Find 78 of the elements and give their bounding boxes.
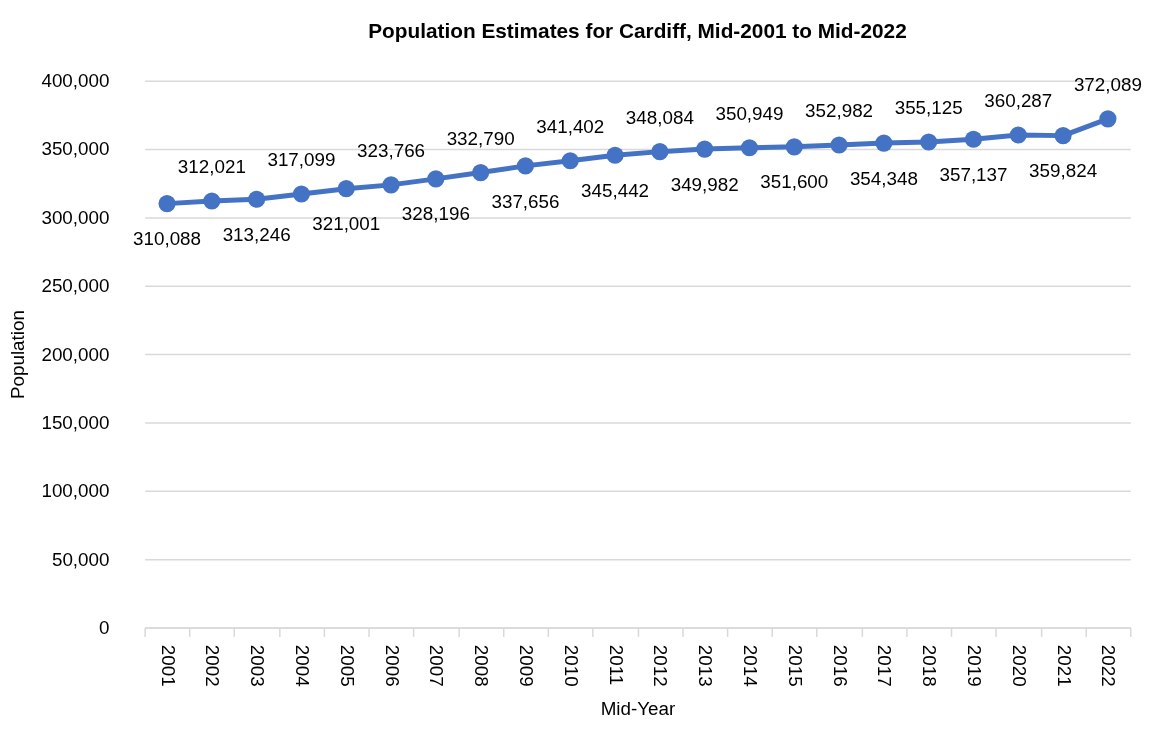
x-tick-label: 2004 (291, 644, 313, 687)
y-tick-label: 50,000 (51, 548, 110, 570)
point (382, 176, 400, 194)
x-tick-label: 2003 (247, 644, 269, 687)
x-tick-label: 2019 (964, 644, 986, 687)
y-tick-label: 150,000 (41, 411, 110, 433)
point (875, 134, 893, 152)
point (1009, 126, 1027, 144)
y-axis-title: Population (6, 310, 28, 400)
data-label: 313,246 (222, 223, 291, 245)
x-tick-label: 2022 (1098, 644, 1120, 687)
x-tick-label: 2013 (695, 644, 717, 687)
y-tick-label: 200,000 (41, 343, 110, 365)
y-tick-label: 100,000 (41, 480, 110, 502)
x-axis-title: Mid-Year (600, 698, 676, 720)
x-tick-label: 2009 (516, 644, 538, 687)
data-label: 348,084 (625, 106, 694, 128)
x-tick-label: 2021 (1053, 644, 1075, 687)
x-tick-label: 2020 (1008, 644, 1030, 687)
x-tick-label: 2017 (874, 644, 896, 687)
x-tick-label: 2005 (336, 644, 358, 687)
point (337, 180, 355, 198)
point (203, 192, 221, 210)
point (472, 164, 490, 182)
y-tick-label: 300,000 (41, 206, 110, 228)
point (606, 146, 624, 164)
point (1099, 110, 1117, 128)
data-label: 345,442 (581, 179, 650, 201)
x-tick-label: 2006 (381, 644, 403, 687)
data-label: 317,099 (267, 149, 336, 171)
x-tick-label: 2002 (202, 644, 224, 687)
data-label: 310,088 (133, 228, 202, 250)
data-label: 328,196 (401, 203, 470, 225)
x-tick-label: 2012 (650, 644, 672, 687)
data-label: 352,982 (805, 100, 874, 122)
point (830, 136, 848, 154)
data-label: 350,949 (715, 103, 784, 124)
x-tick-label: 2016 (829, 644, 851, 687)
data-label: 355,125 (894, 97, 963, 119)
data-label: 312,021 (177, 156, 246, 178)
y-tick-label: 250,000 (41, 275, 110, 297)
x-tick-label: 2015 (784, 644, 806, 687)
data-label: 351,600 (760, 171, 829, 193)
point (248, 190, 266, 208)
y-tick-label: 400,000 (41, 70, 110, 92)
x-tick-label: 2011 (605, 644, 627, 686)
data-label: 354,348 (849, 167, 918, 189)
x-tick-label: 2001 (157, 644, 179, 687)
x-tick-label: 2014 (740, 644, 762, 687)
data-label: 349,982 (670, 173, 739, 195)
y-tick-label: 0 (99, 616, 110, 638)
x-tick-label: 2008 (471, 644, 493, 687)
point (1054, 127, 1072, 145)
point (964, 130, 983, 148)
point (561, 152, 579, 170)
data-label: 359,824 (1029, 160, 1098, 182)
point (920, 133, 938, 151)
point (427, 170, 445, 188)
point (696, 140, 714, 158)
x-tick-label: 2007 (426, 644, 448, 687)
data-label: 332,790 (446, 127, 515, 149)
point (740, 139, 759, 157)
x-tick-label: 2010 (560, 644, 582, 687)
data-label: 360,287 (984, 90, 1053, 112)
point (292, 185, 311, 203)
point (651, 143, 669, 161)
point (158, 195, 176, 213)
data-label: 341,402 (536, 116, 605, 138)
data-label: 337,656 (491, 190, 560, 212)
data-label: 372,089 (1073, 74, 1142, 96)
y-tick-label: 350,000 (41, 138, 110, 160)
point (785, 138, 803, 156)
chart-title: Population Estimates for Cardiff, Mid-2001 to Mid-2022 (368, 19, 907, 43)
point (516, 157, 535, 175)
data-label: 321,001 (312, 213, 381, 235)
data-label: 323,766 (357, 140, 426, 162)
x-tick-label: 2018 (919, 644, 941, 687)
data-label: 357,137 (939, 163, 1008, 185)
